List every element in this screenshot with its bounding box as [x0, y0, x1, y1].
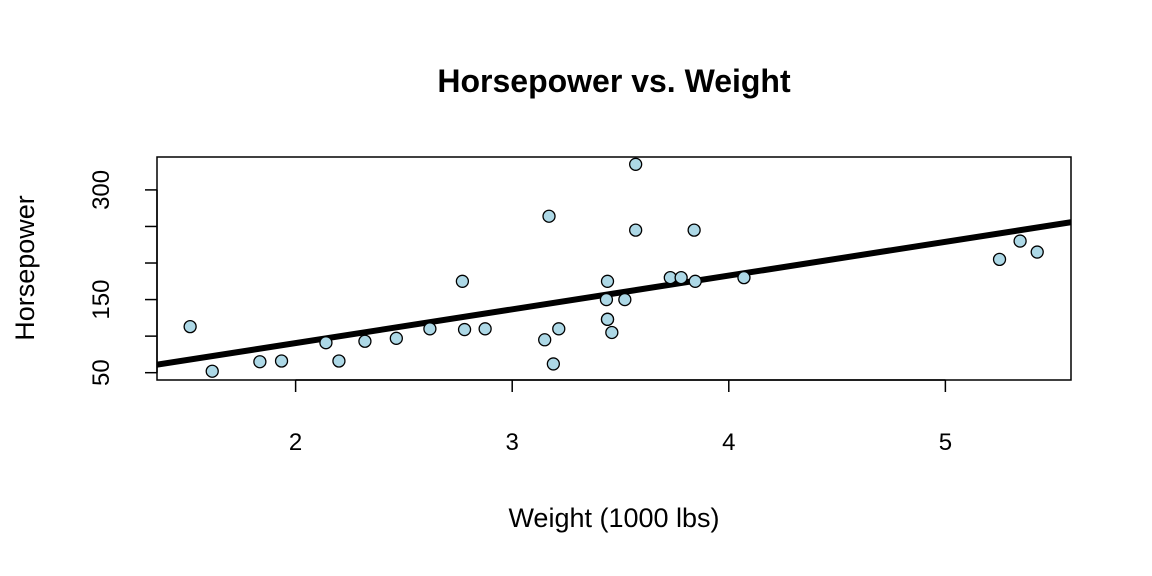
data-point: [687, 223, 701, 237]
data-point: [1013, 234, 1027, 248]
data-point: [332, 354, 346, 368]
data-point: [546, 357, 561, 371]
x-tick-label: 4: [722, 429, 735, 456]
x-tick-label: 3: [506, 429, 519, 456]
x-axis: 2 3 4 5: [289, 379, 952, 456]
data-point: [457, 322, 472, 337]
data-point: [389, 331, 403, 345]
data-point: [629, 223, 643, 237]
data-point: [423, 322, 437, 336]
data-point: [205, 364, 219, 378]
data-point: [605, 325, 619, 340]
x-tick-label: 5: [939, 429, 952, 456]
data-point: [478, 322, 492, 336]
fit-line-layer: [157, 219, 1071, 368]
data-point: [599, 292, 614, 307]
data-point: [1030, 245, 1044, 259]
data-point: [688, 274, 702, 288]
data-point: [274, 354, 289, 368]
x-tick-label: 2: [289, 429, 302, 456]
data-point: [618, 292, 632, 307]
data-point: [552, 322, 566, 336]
y-axis-label: Horsepower: [10, 195, 40, 341]
y-axis: 50 150 300: [88, 170, 158, 386]
data-point: [319, 336, 333, 350]
data-point: [538, 333, 552, 347]
data-point: [183, 319, 197, 334]
data-point: [358, 334, 372, 348]
x-axis-label: Weight (1000 lbs): [508, 503, 719, 533]
data-point: [455, 274, 470, 288]
plot-area-frame: [156, 156, 1072, 381]
chart-title: Horsepower vs. Weight: [437, 63, 791, 99]
y-tick-label: 150: [88, 280, 115, 320]
data-point: [600, 312, 615, 326]
y-tick-label: 50: [88, 359, 115, 386]
data-point: [674, 270, 688, 285]
data-point: [737, 270, 751, 285]
data-point: [992, 252, 1007, 267]
y-tick-label: 300: [88, 170, 115, 210]
regression-line: [157, 219, 1071, 368]
data-point: [253, 355, 267, 369]
data-point: [629, 157, 643, 171]
points-layer: [183, 157, 1044, 378]
data-point: [600, 274, 615, 288]
data-point: [542, 209, 556, 223]
